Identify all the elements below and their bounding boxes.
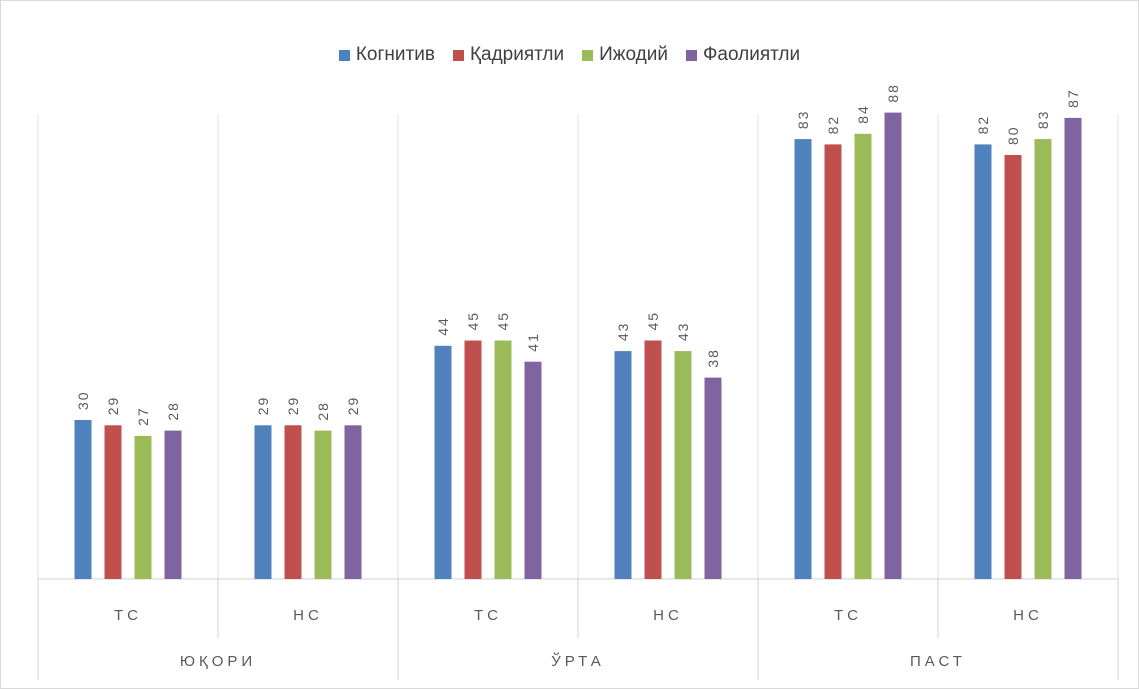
legend-label-faoliyatli: Фаолиятли <box>702 44 801 65</box>
data-label: 82 <box>825 115 841 135</box>
data-label: 27 <box>135 406 151 426</box>
x-tick-label: НС <box>653 607 683 624</box>
group-label: ЎРТА <box>551 652 605 670</box>
bar <box>1004 155 1022 579</box>
bar <box>254 425 272 579</box>
bar <box>1064 117 1082 580</box>
data-label: 80 <box>1005 125 1021 145</box>
legend-swatch-kognitiv <box>338 49 350 61</box>
bar <box>1034 139 1052 579</box>
bar <box>524 361 542 579</box>
bar <box>794 139 812 579</box>
bar <box>644 340 662 579</box>
data-label: 29 <box>255 396 271 416</box>
data-label: 88 <box>885 83 901 103</box>
group-label: ЮҚОРИ <box>180 653 256 670</box>
legend: Когнитив Қадриятли Ижодий Фаолиятли <box>0 44 1139 66</box>
data-label: 43 <box>675 322 691 342</box>
bar <box>164 430 182 579</box>
bar <box>104 425 122 579</box>
bar <box>884 112 902 579</box>
legend-label-ijodiy: Ижодий <box>599 44 668 65</box>
x-tick-label: ТС <box>834 607 862 624</box>
bar <box>134 435 152 579</box>
data-label: 45 <box>465 311 481 331</box>
x-tick-label: ТС <box>474 607 502 624</box>
data-label: 83 <box>1035 110 1051 130</box>
bar <box>674 351 692 579</box>
bar <box>704 377 722 579</box>
bar <box>854 133 872 580</box>
data-label: 28 <box>165 401 181 421</box>
bar <box>284 425 302 579</box>
data-label: 29 <box>285 396 301 416</box>
bar <box>434 345 452 579</box>
bar <box>464 340 482 579</box>
legend-item-faoliyatli: Фаолиятли <box>685 44 801 66</box>
data-label: 44 <box>435 316 451 336</box>
data-label: 38 <box>705 348 721 368</box>
x-tick-label: ТС <box>114 607 142 624</box>
data-label: 29 <box>345 396 361 416</box>
legend-item-qadriyatli: Қадриятли <box>452 44 565 66</box>
legend-item-kognitiv: Когнитив <box>338 44 435 66</box>
legend-swatch-qadriyatli <box>452 49 464 61</box>
data-label: 45 <box>495 311 511 331</box>
data-label: 82 <box>975 115 991 135</box>
bar <box>974 144 992 579</box>
bar <box>344 425 362 579</box>
data-label: 84 <box>855 104 871 124</box>
group-label: ПАСТ <box>910 653 966 670</box>
legend-swatch-faoliyatli <box>685 49 697 61</box>
data-label: 83 <box>795 110 811 130</box>
data-label: 43 <box>615 322 631 342</box>
bar <box>824 144 842 579</box>
legend-swatch-ijodiy <box>582 49 594 61</box>
data-label: 45 <box>645 311 661 331</box>
data-label: 41 <box>525 332 541 352</box>
data-label: 29 <box>105 396 121 416</box>
x-tick-label: НС <box>1013 607 1043 624</box>
bar <box>314 430 332 579</box>
data-label: 28 <box>315 401 331 421</box>
x-tick-label: НС <box>293 607 323 624</box>
data-label: 30 <box>75 390 91 410</box>
legend-label-kognitiv: Когнитив <box>355 44 435 65</box>
bar <box>494 340 512 579</box>
bar <box>614 351 632 579</box>
legend-label-qadriyatli: Қадриятли <box>469 44 565 65</box>
data-label: 87 <box>1065 88 1081 108</box>
bar <box>74 420 92 579</box>
legend-item-ijodiy: Ижодий <box>582 44 668 66</box>
